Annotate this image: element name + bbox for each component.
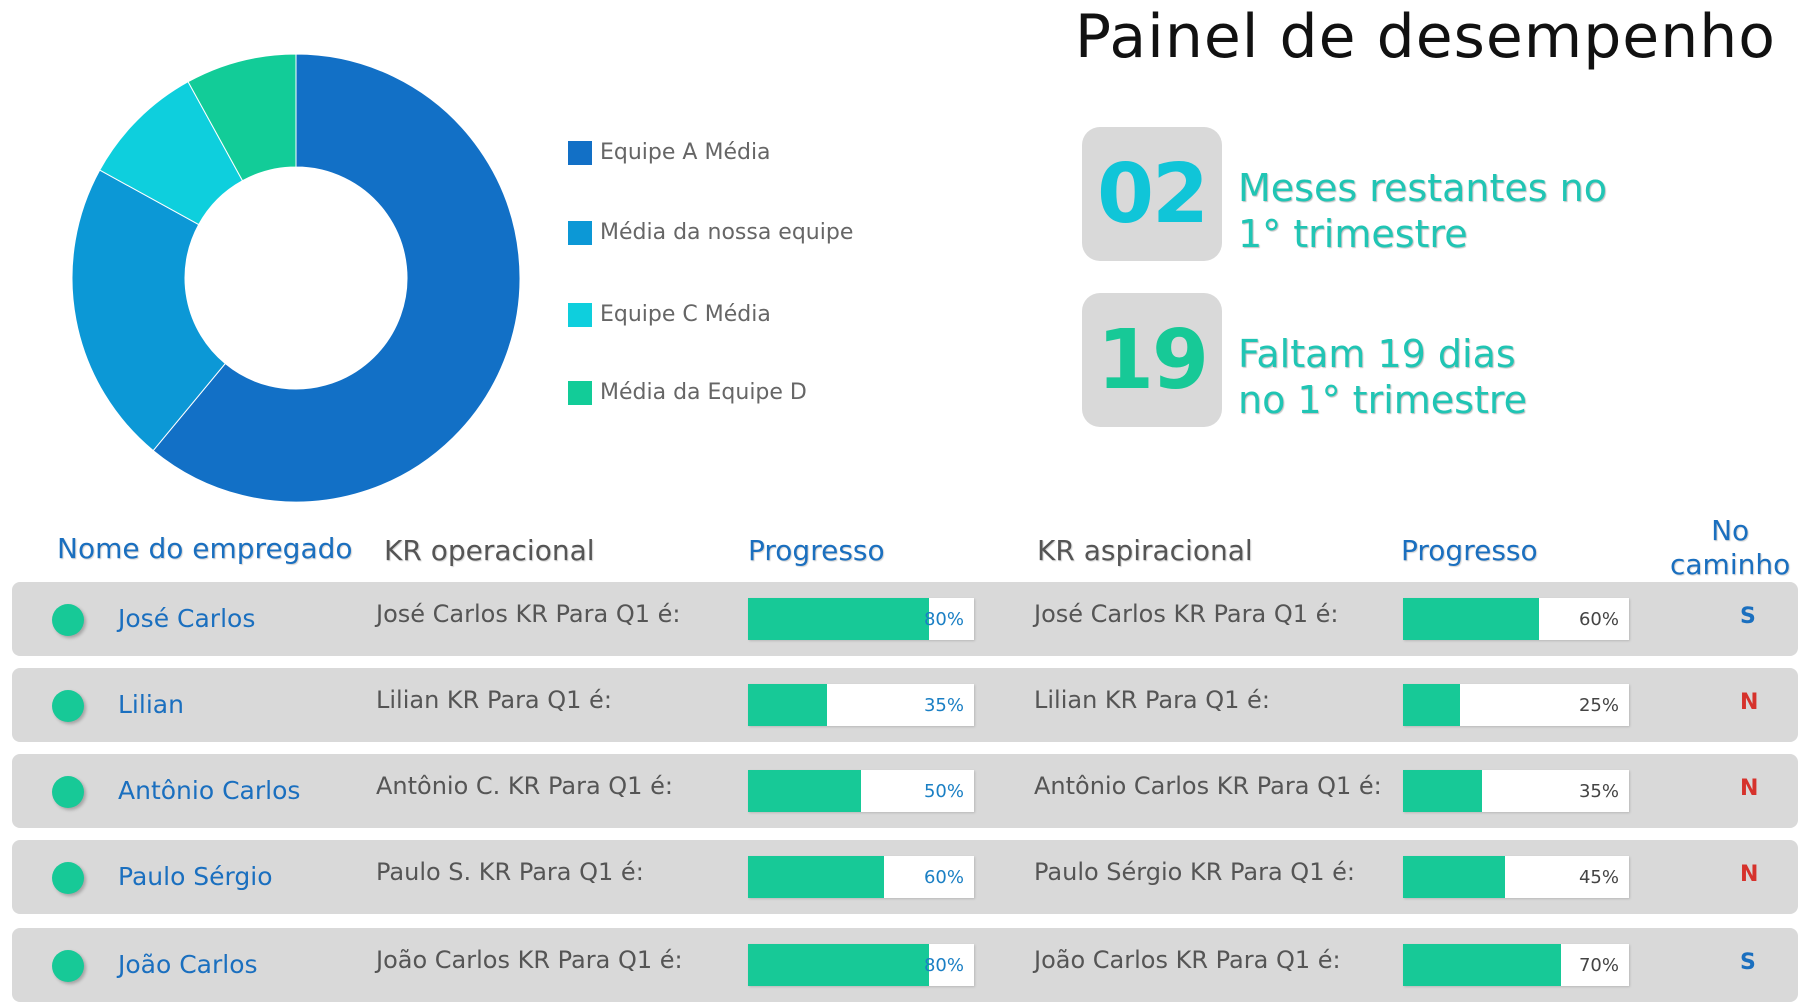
legend-label: Média da Equipe D bbox=[600, 380, 807, 405]
progress-label: 60% bbox=[1578, 609, 1619, 630]
kr-aspirational-text: Lilian KR Para Q1 é: bbox=[1034, 686, 1270, 714]
progress-fill bbox=[1403, 770, 1483, 812]
kpi-days-text: Faltam 19 dias no 1° trimestre bbox=[1238, 331, 1638, 423]
header-on-track-line1: No bbox=[1711, 514, 1750, 547]
progress-bar-operational: 80% bbox=[748, 944, 974, 986]
table-row: Paulo Sérgio Paulo S. KR Para Q1 é: 60% Pau… bbox=[12, 840, 1798, 914]
legend-swatch bbox=[568, 140, 592, 165]
progress-bar-aspirational: 60% bbox=[1403, 598, 1629, 640]
kr-aspirational-text: José Carlos KR Para Q1 é: bbox=[1034, 600, 1339, 628]
legend-item-2: Média da nossa equipe bbox=[568, 220, 853, 245]
on-track-indicator: N bbox=[1740, 776, 1759, 801]
employee-name: Antônio Carlos bbox=[118, 776, 301, 805]
status-dot bbox=[52, 862, 84, 894]
header-progress-aspirational: Progresso bbox=[1401, 534, 1538, 567]
employee-name: Paulo Sérgio bbox=[118, 862, 273, 891]
progress-bar-operational: 35% bbox=[748, 684, 974, 726]
kr-aspirational-text: Antônio Carlos KR Para Q1 é: bbox=[1034, 772, 1382, 800]
kpi-days-number: 19 bbox=[1082, 293, 1222, 427]
legend-label: Equipe C Média bbox=[600, 302, 771, 327]
status-dot bbox=[52, 690, 84, 722]
legend-label: Média da nossa equipe bbox=[600, 220, 854, 245]
header-kr-operational: KR operacional bbox=[384, 534, 595, 567]
progress-fill bbox=[1403, 944, 1562, 986]
kr-operational-text: Antônio C. KR Para Q1 é: bbox=[376, 772, 673, 800]
progress-fill bbox=[1403, 598, 1539, 640]
progress-fill bbox=[748, 598, 929, 640]
kpi-months-line1: Meses restantes no bbox=[1238, 166, 1607, 210]
progress-label: 25% bbox=[1578, 695, 1619, 716]
kpi-months-line2: 1° trimestre bbox=[1238, 212, 1468, 256]
kr-operational-text: Paulo S. KR Para Q1 é: bbox=[376, 858, 644, 886]
progress-fill bbox=[1403, 856, 1505, 898]
on-track-indicator: N bbox=[1740, 690, 1759, 715]
progress-label: 35% bbox=[923, 695, 964, 716]
progress-fill bbox=[748, 770, 861, 812]
employee-name: Lilian bbox=[118, 690, 184, 719]
donut-slice-4 bbox=[187, 53, 297, 182]
progress-fill bbox=[748, 684, 828, 726]
legend-item-1: Equipe A Média bbox=[568, 140, 771, 165]
progress-bar-aspirational: 25% bbox=[1403, 684, 1629, 726]
kr-operational-text: João Carlos KR Para Q1 é: bbox=[376, 946, 683, 974]
donut-slice-2 bbox=[71, 169, 226, 452]
table-row: Antônio Carlos Antônio C. KR Para Q1 é: 50… bbox=[12, 754, 1798, 828]
donut-chart bbox=[71, 53, 521, 503]
kr-aspirational-text: João Carlos KR Para Q1 é: bbox=[1034, 946, 1341, 974]
progress-bar-operational: 80% bbox=[748, 598, 974, 640]
kr-aspirational-text: Paulo Sérgio KR Para Q1 é: bbox=[1034, 858, 1355, 886]
status-dot bbox=[52, 776, 84, 808]
progress-label: 60% bbox=[923, 867, 964, 888]
progress-bar-operational: 50% bbox=[748, 770, 974, 812]
progress-label: 70% bbox=[1578, 955, 1619, 976]
page-title: Painel de desempenho bbox=[1074, 2, 1776, 72]
status-dot bbox=[52, 604, 84, 636]
kr-operational-text: Lilian KR Para Q1 é: bbox=[376, 686, 612, 714]
progress-label: 80% bbox=[923, 609, 964, 630]
status-dot bbox=[52, 950, 84, 982]
kpi-months-number: 02 bbox=[1082, 127, 1222, 261]
header-on-track-line2: caminho bbox=[1670, 548, 1791, 581]
kpi-months-text: Meses restantes no 1° trimestre bbox=[1238, 165, 1638, 257]
progress-fill bbox=[1403, 684, 1460, 726]
progress-label: 45% bbox=[1578, 867, 1619, 888]
progress-bar-aspirational: 45% bbox=[1403, 856, 1629, 898]
legend-label: Equipe A Média bbox=[600, 140, 771, 165]
kpi-days-line2: no 1° trimestre bbox=[1238, 378, 1528, 422]
on-track-indicator: S bbox=[1740, 950, 1756, 975]
kr-operational-text: José Carlos KR Para Q1 é: bbox=[376, 600, 681, 628]
legend-swatch bbox=[568, 380, 592, 405]
progress-label: 50% bbox=[923, 781, 964, 802]
header-kr-aspirational: KR aspiracional bbox=[1037, 534, 1253, 567]
donut-slice-1 bbox=[152, 53, 521, 503]
progress-fill bbox=[748, 944, 929, 986]
header-on-track: No caminho bbox=[1670, 514, 1790, 582]
kpi-days-line1: Faltam 19 dias bbox=[1238, 332, 1516, 376]
progress-label: 35% bbox=[1578, 781, 1619, 802]
employee-name: João Carlos bbox=[118, 950, 258, 979]
on-track-indicator: S bbox=[1740, 604, 1756, 629]
header-progress-operational: Progresso bbox=[748, 534, 885, 567]
on-track-indicator: N bbox=[1740, 862, 1759, 887]
employee-name: José Carlos bbox=[118, 604, 256, 633]
progress-label: 80% bbox=[923, 955, 964, 976]
progress-bar-operational: 60% bbox=[748, 856, 974, 898]
header-employee: Nome do empregado bbox=[57, 532, 353, 565]
table-row: João Carlos João Carlos KR Para Q1 é: 80% J… bbox=[12, 928, 1798, 1002]
legend-swatch bbox=[568, 302, 592, 327]
legend-swatch bbox=[568, 220, 592, 245]
table-row: Lilian Lilian KR Para Q1 é: 35% Lilian KR P… bbox=[12, 668, 1798, 742]
legend-item-3: Equipe C Média bbox=[568, 302, 771, 327]
progress-bar-aspirational: 70% bbox=[1403, 944, 1629, 986]
legend-item-4: Média da Equipe D bbox=[568, 380, 807, 405]
table-row: José Carlos José Carlos KR Para Q1 é: 80% J… bbox=[12, 582, 1798, 656]
progress-fill bbox=[748, 856, 884, 898]
progress-bar-aspirational: 35% bbox=[1403, 770, 1629, 812]
